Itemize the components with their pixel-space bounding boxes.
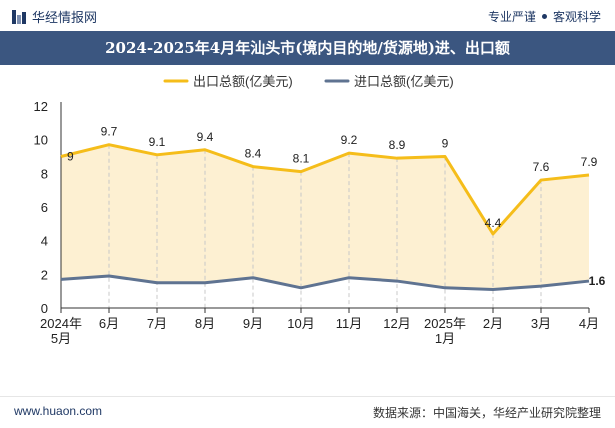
tagline-right: 客观科学 bbox=[552, 10, 601, 24]
x-tick-1: 6月 bbox=[99, 316, 119, 331]
y-tick-12: 12 bbox=[34, 99, 48, 114]
export-label-7: 8.9 bbox=[389, 138, 406, 152]
series-line-export bbox=[60, 143, 590, 236]
export-label-6: 9.2 bbox=[341, 133, 358, 147]
export-label-3: 9.4 bbox=[197, 130, 214, 144]
x-tick-2: 7月 bbox=[147, 316, 167, 331]
brand: 华经情报网 bbox=[12, 7, 97, 26]
export-label-8: 9 bbox=[442, 137, 449, 151]
footer-source: 数据来源：中国海关，华经产业研究院整理 bbox=[372, 406, 601, 420]
x-tick-6: 11月 bbox=[336, 316, 363, 331]
brand-bars-icon bbox=[12, 9, 26, 24]
y-tick-0: 0 bbox=[41, 301, 48, 316]
x-tick-8: 2025年 1月 bbox=[424, 316, 466, 346]
y-tick-10: 10 bbox=[34, 133, 48, 148]
x-tick-9: 2月 bbox=[483, 316, 503, 331]
export-label-1: 9.7 bbox=[101, 125, 118, 139]
export-label-9: 4.4 bbox=[485, 216, 502, 230]
x-tick-3: 8月 bbox=[195, 316, 215, 331]
legend-label-0: 出口总额(亿美元) bbox=[193, 74, 293, 89]
footer-site: www.huaon.com bbox=[14, 404, 103, 418]
export-label-10: 7.6 bbox=[533, 160, 550, 174]
title-bar: 2024-2025年4月年汕头市(境内目的地/货源地)进、出口额 bbox=[0, 31, 615, 65]
export-label-4: 8.4 bbox=[245, 147, 262, 161]
x-tick-5: 10月 bbox=[287, 316, 314, 331]
y-tick-4: 4 bbox=[41, 234, 48, 249]
x-tick-0: 2024年 5月 bbox=[40, 316, 82, 346]
footer: www.huaon.com 数据来源：中国海关，华经产业研究院整理 bbox=[0, 396, 615, 428]
x-tick-11: 4月 bbox=[579, 316, 599, 331]
line-chart: 出口总额(亿美元) 进口总额(亿美元) 0 2 4 6 8 10 12 2024年 5月 6月 7月 8月… bbox=[34, 74, 606, 346]
top-bar: 华经情报网 专业严谨 客观科学 bbox=[0, 0, 615, 30]
tagline: 专业严谨 客观科学 bbox=[488, 8, 601, 25]
export-label-2: 9.1 bbox=[149, 135, 166, 149]
y-tick-8: 8 bbox=[41, 166, 48, 181]
x-tick-10: 3月 bbox=[531, 316, 551, 331]
export-label-11: 7.9 bbox=[581, 155, 598, 169]
x-tick-7: 12月 bbox=[383, 316, 410, 331]
y-tick-6: 6 bbox=[41, 200, 48, 215]
separator-dot-icon bbox=[541, 14, 547, 19]
area-between-series bbox=[61, 144, 589, 290]
export-label-5: 8.1 bbox=[293, 152, 310, 166]
legend-label-1: 进口总额(亿美元) bbox=[354, 74, 454, 89]
tagline-left: 专业严谨 bbox=[487, 10, 536, 24]
chart-title: 2024-2025年4月年汕头市(境内目的地/货源地)进、出口额 bbox=[105, 39, 510, 57]
series-line-import bbox=[60, 274, 590, 291]
x-tick-4: 9月 bbox=[243, 316, 263, 331]
brand-name: 华经情报网 bbox=[32, 10, 98, 25]
export-label-0: 9 bbox=[67, 150, 74, 164]
import-label-last: 1.6 bbox=[589, 274, 606, 288]
y-tick-2: 2 bbox=[41, 267, 48, 282]
